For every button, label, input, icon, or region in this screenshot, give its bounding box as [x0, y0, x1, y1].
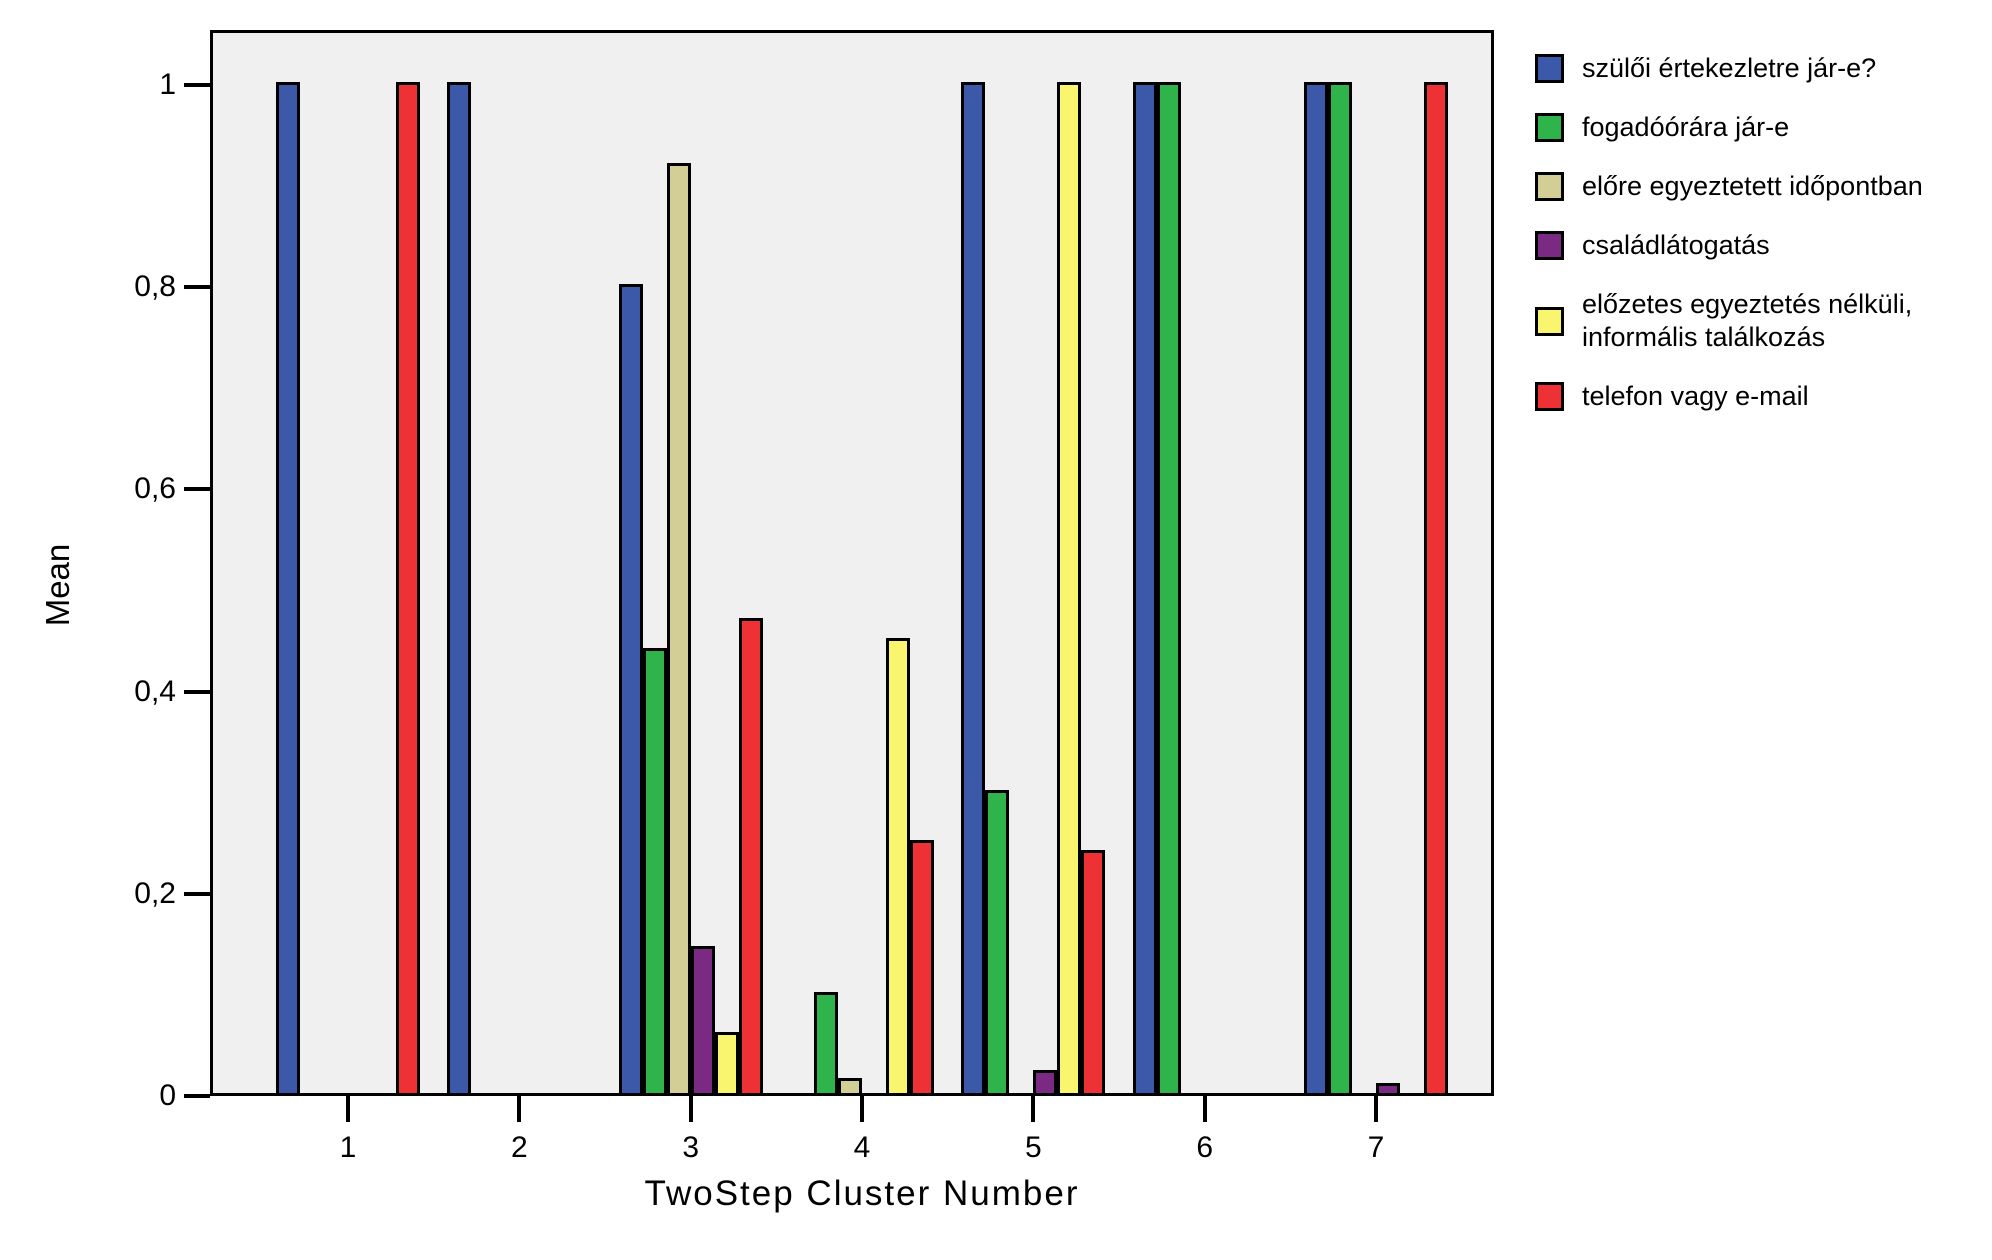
- legend-label: előzetes egyeztetés nélküli, informális …: [1582, 289, 1913, 352]
- y-tick-mark: [184, 1094, 210, 1098]
- plot-area: [210, 30, 1494, 1096]
- x-tick-mark: [1373, 1096, 1378, 1122]
- y-tick-mark: [184, 891, 210, 896]
- bar-cluster5-series1: [961, 82, 986, 1093]
- legend-item-series5: előzetes egyeztetés nélküli, informális …: [1535, 288, 1985, 354]
- x-tick-mark: [1031, 1096, 1036, 1122]
- y-tick-label: 0,8: [134, 270, 176, 304]
- bar-cluster3-series1: [618, 284, 643, 1093]
- legend-swatch-icon: [1535, 172, 1564, 201]
- y-tick-label: 0,2: [134, 876, 176, 910]
- bar-cluster1-series6: [396, 82, 420, 1093]
- x-tick-label: 6: [1196, 1131, 1213, 1164]
- x-tick-mark: [346, 1096, 350, 1122]
- bar-cluster2-series1: [447, 82, 472, 1093]
- y-axis-title: Mean: [39, 543, 76, 627]
- y-tick-mark: [184, 487, 210, 492]
- legend-swatch-icon: [1535, 231, 1564, 260]
- bar-cluster5-series5: [1057, 82, 1082, 1093]
- legend-label: előre egyeztetett időpontban: [1582, 171, 1923, 201]
- legend-swatch-icon: [1535, 306, 1564, 336]
- legend-item-series1: szülői értekezletre jár-e?: [1535, 52, 1985, 85]
- y-tick-mark: [184, 689, 210, 694]
- bar-cluster7-series6: [1423, 82, 1448, 1093]
- x-tick-label: 1: [339, 1131, 357, 1164]
- bar-cluster3-series3: [666, 163, 691, 1093]
- x-tick-mark: [1202, 1096, 1207, 1122]
- x-tick-label: 3: [682, 1131, 699, 1164]
- bar-cluster5-series2: [985, 790, 1010, 1093]
- x-tick-label: 2: [510, 1131, 528, 1164]
- bar-cluster7-series1: [1303, 82, 1328, 1093]
- bar-cluster3-series6: [738, 618, 763, 1093]
- legend-item-series6: telefon vagy e-mail: [1535, 380, 1985, 413]
- legend-swatch-icon: [1535, 54, 1564, 83]
- y-tick-label: 1: [159, 68, 176, 101]
- y-tick-label: 0,6: [134, 472, 176, 506]
- legend-label: családlátogatás: [1582, 230, 1770, 260]
- y-tick-label: 0: [159, 1079, 176, 1112]
- x-tick-label: 4: [853, 1131, 871, 1164]
- x-tick-mark: [859, 1096, 864, 1122]
- bar-cluster4-series2: [813, 992, 838, 1093]
- bar-cluster1-series1: [276, 82, 300, 1093]
- bar-cluster4-series5: [885, 638, 910, 1093]
- legend-swatch-icon: [1535, 382, 1564, 411]
- legend-swatch-icon: [1535, 113, 1564, 142]
- bar-cluster6-series2: [1156, 82, 1181, 1093]
- bar-cluster6-series1: [1132, 82, 1157, 1093]
- y-tick-mark: [184, 285, 210, 290]
- x-axis-title: TwoStep Cluster Number: [644, 1174, 1080, 1213]
- bar-cluster4-series6: [909, 840, 934, 1093]
- bar-cluster3-series5: [714, 1032, 739, 1093]
- legend-item-series3: előre egyeztetett időpontban: [1535, 170, 1985, 203]
- legend-label: fogadóórára jár-e: [1582, 112, 1790, 142]
- bar-cluster3-series4: [690, 946, 715, 1093]
- x-tick-mark: [688, 1096, 693, 1122]
- bar-cluster4-series3: [837, 1078, 862, 1093]
- x-tick-mark: [517, 1096, 522, 1122]
- x-tick-label: 7: [1367, 1131, 1385, 1164]
- x-tick-label: 5: [1024, 1131, 1042, 1164]
- legend-label: telefon vagy e-mail: [1582, 381, 1809, 411]
- y-tick-label: 0,4: [134, 674, 176, 708]
- bar-cluster5-series6: [1081, 850, 1106, 1093]
- bar-cluster7-series4: [1375, 1083, 1400, 1093]
- legend-item-series2: fogadóórára jár-e: [1535, 111, 1985, 144]
- bar-cluster5-series4: [1033, 1070, 1058, 1093]
- y-tick-mark: [184, 83, 210, 87]
- legend-label: szülői értekezletre jár-e?: [1582, 53, 1877, 83]
- legend: szülői értekezletre jár-e? fogadóórára já…: [1535, 52, 1985, 413]
- bar-cluster7-series2: [1327, 82, 1352, 1093]
- bar-cluster3-series2: [642, 648, 667, 1093]
- legend-item-series4: családlátogatás: [1535, 229, 1985, 262]
